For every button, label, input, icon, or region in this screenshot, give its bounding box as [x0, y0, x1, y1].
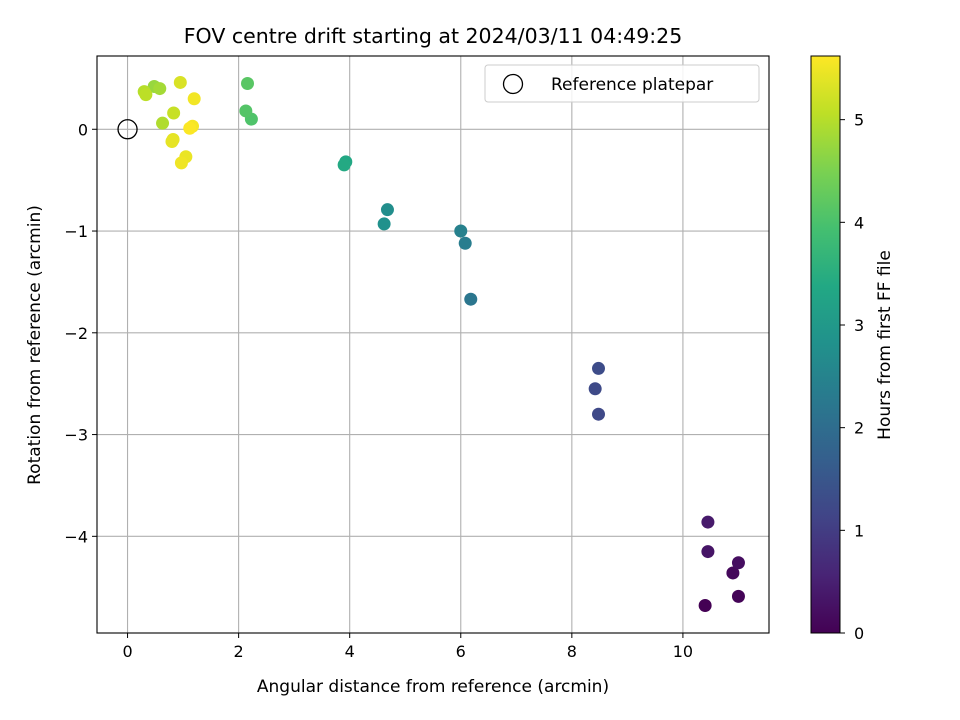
data-point	[241, 76, 255, 90]
colorbar-ticks: 0 1 2 3 4 5	[840, 111, 864, 643]
data-point	[173, 75, 187, 89]
colorbar-tick-label: 2	[854, 419, 864, 438]
data-point	[337, 158, 351, 172]
data-point	[187, 92, 201, 106]
data-point	[458, 236, 472, 250]
data-point	[174, 156, 188, 170]
data-point	[165, 134, 179, 148]
data-point	[592, 407, 606, 421]
data-point	[731, 556, 745, 570]
legend-label: Reference platepar	[551, 75, 713, 95]
x-tick-label: 8	[567, 642, 577, 661]
y-axis-label: Rotation from reference (arcmin)	[25, 205, 45, 485]
reference-platepar-marker	[117, 119, 138, 140]
chart-title: FOV centre drift starting at 2024/03/11 …	[184, 24, 683, 48]
data-point	[454, 224, 468, 238]
x-tick-label: 2	[234, 642, 244, 661]
grid-lines	[97, 56, 769, 633]
colorbar-tick-label: 0	[854, 624, 864, 643]
x-tick-label: 4	[345, 642, 355, 661]
data-point	[726, 566, 740, 580]
data-point	[701, 515, 715, 529]
x-tick-label: 6	[456, 642, 466, 661]
legend-reference-marker	[502, 73, 524, 95]
legend-box	[484, 64, 760, 103]
y-tick-label: −2	[64, 324, 88, 343]
y-axis-ticks: 0 −1 −2 −3 −4	[64, 120, 97, 546]
data-point	[464, 292, 478, 306]
data-point	[239, 104, 253, 118]
data-point	[380, 203, 394, 217]
x-tick-label: 10	[673, 642, 693, 661]
colorbar-tick-label: 3	[854, 316, 864, 335]
data-point	[167, 106, 181, 120]
y-tick-label: −1	[64, 222, 88, 241]
data-point	[588, 382, 602, 396]
legend: Reference platepar	[484, 64, 760, 103]
colorbar-tick-label: 5	[854, 111, 864, 130]
data-point	[698, 599, 712, 613]
data-point	[153, 82, 167, 96]
data-point	[731, 589, 745, 603]
data-point	[139, 88, 153, 102]
data-point	[701, 545, 715, 559]
colorbar-gradient	[810, 55, 841, 634]
data-point	[156, 116, 170, 130]
colorbar-label: Hours from first FF file	[875, 250, 895, 440]
data-point	[183, 121, 197, 135]
y-tick-label: −3	[64, 426, 88, 445]
data-point	[377, 217, 391, 231]
colorbar-tick-label: 1	[854, 521, 864, 540]
x-tick-label: 0	[122, 642, 132, 661]
colorbar-tick-label: 4	[854, 213, 864, 232]
y-tick-label: 0	[78, 120, 88, 139]
x-axis-ticks: 0 2 4 6 8 10	[122, 633, 693, 661]
x-axis-label: Angular distance from reference (arcmin)	[257, 677, 609, 697]
y-tick-label: −4	[64, 527, 88, 546]
data-point	[592, 361, 606, 375]
data-points	[117, 75, 745, 613]
plot-frame	[96, 55, 770, 634]
colorbar: 0 1 2 3 4 5 Hours from first FF file	[810, 55, 895, 643]
